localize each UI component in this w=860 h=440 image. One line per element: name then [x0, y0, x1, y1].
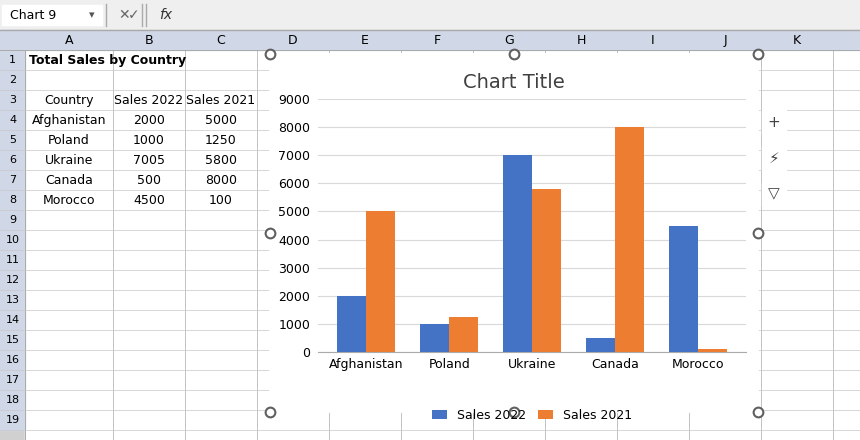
Text: 16: 16	[5, 355, 20, 365]
Text: Ukraine: Ukraine	[45, 154, 93, 166]
Bar	[762, 182, 786, 206]
Text: E: E	[361, 33, 369, 47]
Bar	[0, 310, 25, 330]
Text: A: A	[64, 33, 73, 47]
Bar	[0, 210, 25, 230]
Text: ⚡: ⚡	[769, 150, 779, 165]
Text: Canada: Canada	[45, 173, 93, 187]
Text: ▽: ▽	[768, 187, 780, 202]
Text: J: J	[723, 33, 727, 47]
Bar	[0, 250, 25, 270]
Text: Sales 2021: Sales 2021	[187, 94, 255, 106]
Text: 1250: 1250	[206, 133, 237, 147]
Bar	[762, 110, 786, 134]
Text: 1000: 1000	[133, 133, 165, 147]
Text: Poland: Poland	[48, 133, 90, 147]
Text: ✕: ✕	[118, 8, 130, 22]
Bar	[0, 0, 860, 30]
Text: Chart 9: Chart 9	[10, 8, 56, 22]
Legend: Sales 2022, Sales 2021: Sales 2022, Sales 2021	[427, 404, 637, 427]
Text: 19: 19	[5, 415, 20, 425]
Text: 3: 3	[9, 95, 16, 105]
Text: 9: 9	[9, 215, 16, 225]
Bar	[0, 330, 25, 350]
Text: Afghanistan: Afghanistan	[32, 114, 107, 127]
Bar	[503, 155, 532, 352]
Text: 5800: 5800	[205, 154, 237, 166]
Text: 18: 18	[5, 395, 20, 405]
Bar	[337, 296, 366, 352]
Bar	[0, 30, 25, 50]
Bar	[0, 30, 860, 50]
Bar	[586, 338, 615, 352]
Bar	[0, 410, 25, 430]
Bar	[2, 5, 102, 25]
Text: Morocco: Morocco	[43, 194, 95, 206]
Bar	[0, 370, 25, 390]
Text: 4: 4	[9, 115, 16, 125]
Text: Sales 2022: Sales 2022	[114, 94, 183, 106]
Bar	[0, 50, 25, 70]
Text: 17: 17	[5, 375, 20, 385]
Text: H: H	[576, 33, 586, 47]
Text: Chart Title: Chart Title	[464, 73, 565, 92]
Text: 8000: 8000	[205, 173, 237, 187]
Bar	[0, 170, 25, 190]
Bar	[0, 290, 25, 310]
Text: 500: 500	[137, 173, 161, 187]
Bar	[762, 146, 786, 170]
Text: 14: 14	[5, 315, 20, 325]
Bar	[449, 317, 478, 352]
Text: 10: 10	[5, 235, 20, 245]
Text: F: F	[433, 33, 440, 47]
Bar	[0, 270, 25, 290]
Text: 6: 6	[9, 155, 16, 165]
Text: 5: 5	[9, 135, 16, 145]
Text: 2000: 2000	[133, 114, 165, 127]
Bar	[0, 230, 25, 250]
Text: 1: 1	[9, 55, 16, 65]
Text: B: B	[144, 33, 153, 47]
Bar	[0, 70, 25, 90]
Text: ▾: ▾	[89, 10, 95, 20]
Bar	[0, 90, 25, 110]
Text: G: G	[504, 33, 514, 47]
Bar	[615, 127, 644, 352]
Text: 5000: 5000	[205, 114, 237, 127]
Bar	[421, 324, 449, 352]
Text: 7: 7	[9, 175, 16, 185]
Text: 4500: 4500	[133, 194, 165, 206]
Bar	[0, 190, 25, 210]
Text: Total Sales by Country: Total Sales by Country	[29, 54, 186, 66]
Bar	[0, 130, 25, 150]
Bar	[0, 110, 25, 130]
Text: ✓: ✓	[128, 8, 140, 22]
Text: 12: 12	[5, 275, 20, 285]
Bar	[25, 50, 860, 440]
Text: fx: fx	[159, 8, 173, 22]
Text: 2: 2	[9, 75, 16, 85]
Text: D: D	[288, 33, 298, 47]
Bar	[366, 212, 396, 352]
Bar	[697, 349, 727, 352]
Text: 7005: 7005	[133, 154, 165, 166]
Text: +: +	[768, 114, 780, 129]
Bar	[0, 350, 25, 370]
Text: I: I	[651, 33, 654, 47]
Bar	[0, 150, 25, 170]
Text: 13: 13	[5, 295, 20, 305]
Bar	[0, 390, 25, 410]
Text: 11: 11	[5, 255, 20, 265]
Text: 15: 15	[5, 335, 20, 345]
Text: C: C	[217, 33, 225, 47]
Text: K: K	[793, 33, 801, 47]
Text: 8: 8	[9, 195, 16, 205]
Text: Country: Country	[44, 94, 94, 106]
Bar	[270, 54, 758, 412]
Text: 100: 100	[209, 194, 233, 206]
Bar	[668, 225, 697, 352]
Bar	[532, 189, 561, 352]
